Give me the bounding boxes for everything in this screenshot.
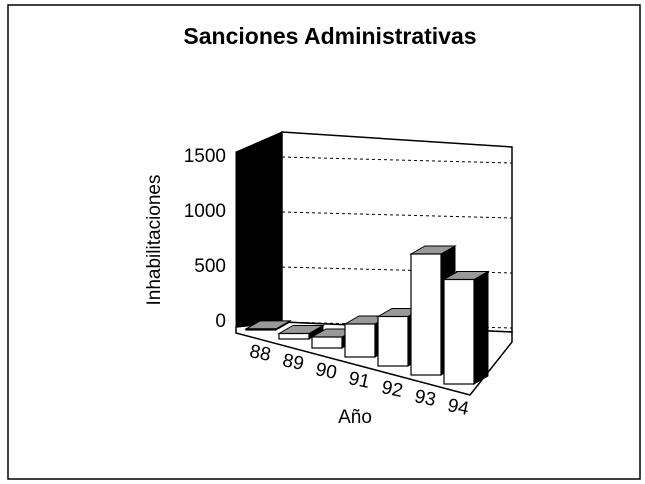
left-wall	[235, 131, 283, 328]
x-tick-label: 94	[446, 395, 471, 420]
bar	[443, 278, 475, 385]
y-axis-label: Inhabilitaciones	[144, 175, 165, 306]
y-tick-label: 0	[215, 311, 226, 332]
bar	[377, 315, 409, 367]
x-axis-label: Año	[338, 407, 372, 428]
x-tick-label: 93	[413, 386, 438, 411]
bar	[344, 323, 376, 358]
x-tick-label: 90	[314, 359, 339, 384]
y-tick-label: 1000	[184, 201, 226, 222]
grid-line	[281, 156, 513, 164]
x-tick-label: 92	[380, 377, 405, 402]
bar	[245, 328, 277, 331]
x-tick-label: 88	[248, 341, 273, 366]
chart-title: Sanciones Administrativas	[183, 23, 476, 49]
x-tick-label: 89	[281, 350, 306, 375]
bar	[311, 336, 343, 349]
x-tick-label: 91	[347, 368, 372, 393]
bar-side	[473, 270, 489, 385]
grid-line	[281, 211, 513, 219]
y-tick-label: 1500	[184, 146, 226, 167]
bar	[410, 253, 442, 376]
grid-line	[281, 266, 513, 274]
bar	[278, 332, 310, 340]
y-tick-label: 500	[194, 256, 226, 277]
